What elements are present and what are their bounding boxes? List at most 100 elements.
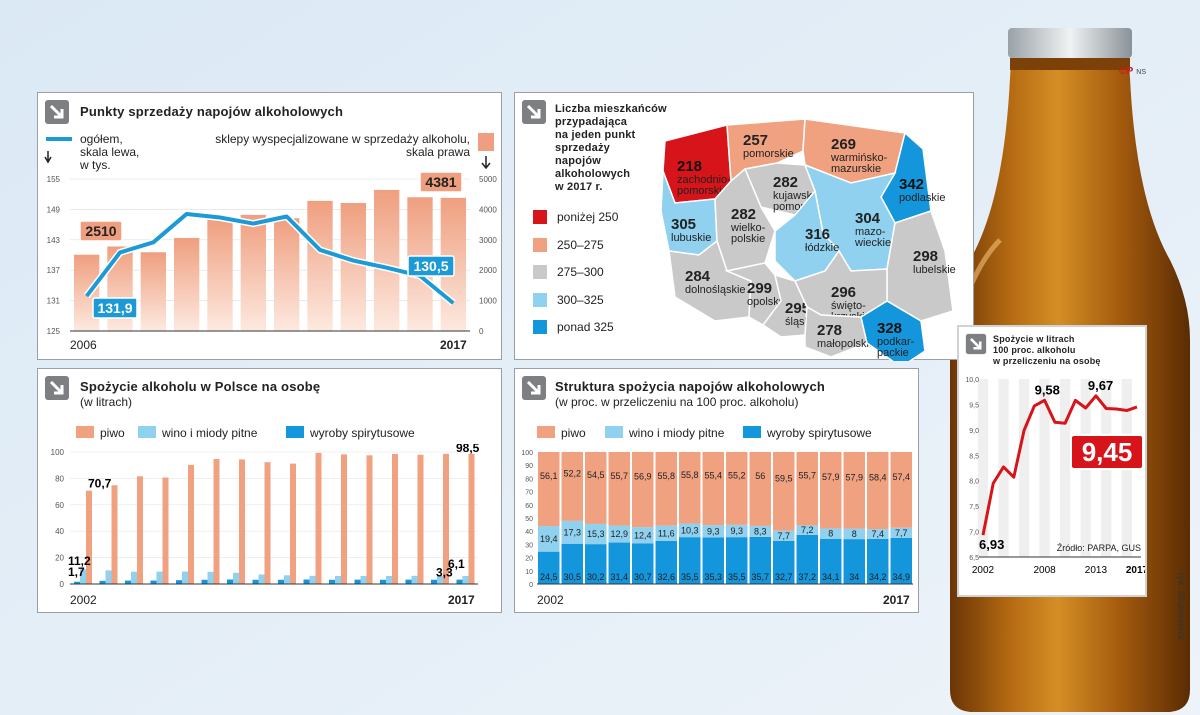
label-beer: 55,7: [610, 471, 628, 481]
y-axis-tick: 80: [55, 474, 64, 483]
region-value: 284: [685, 268, 711, 285]
stripe: [1018, 379, 1030, 557]
x-axis-label: 2017: [1126, 565, 1145, 576]
bar-spirits: [380, 579, 386, 584]
y-axis-tick: 70: [525, 490, 533, 497]
bar-beer: [608, 452, 630, 526]
callout-bar-start-box: [79, 220, 123, 242]
region-value: 278: [817, 322, 842, 339]
bar-beer: [655, 452, 677, 526]
region-value: 282: [731, 206, 756, 223]
label-beer: 55,2: [728, 470, 746, 480]
label-wine: 7,7: [777, 531, 790, 541]
label-spirits-end: 3,3: [436, 566, 453, 580]
label-beer: 56,1: [540, 471, 558, 481]
map-legend-label: 250–275: [557, 238, 604, 252]
bar-wine: [538, 526, 560, 552]
bar-wine: [335, 575, 341, 584]
region-name: podlaskie: [899, 192, 945, 204]
legend-wine-label: wino i miody pitne: [162, 426, 258, 440]
bar-legend-arrow: [481, 156, 491, 169]
bar-spirits: [150, 580, 157, 584]
region-name: mazo-: [855, 226, 886, 238]
bar-specialised-shops: [274, 218, 300, 331]
label-spirits: 34,1: [822, 572, 840, 582]
x-start-label: 2002: [537, 593, 564, 607]
region-name: święto-: [831, 300, 866, 312]
label-beer: 54,5: [587, 470, 605, 480]
bar-beer: [111, 485, 118, 584]
panel-sales-points: Punkty sprzedaży napojów alkoholowych og…: [37, 92, 502, 360]
map-legend-label: 300–325: [557, 293, 604, 307]
region-name: mazurskie: [831, 163, 881, 175]
y-axis-tick: 100: [521, 450, 533, 457]
y-axis-tick: 9,5: [969, 402, 979, 409]
label-spirits: 34: [849, 572, 859, 582]
label-spirits: 37,2: [798, 572, 816, 582]
y-axis-tick: 6,5: [969, 555, 979, 562]
bar-spirits: [405, 579, 412, 584]
bar-spirits: [820, 538, 842, 584]
left-axis-tick: 137: [47, 266, 61, 275]
bar-beer: [162, 477, 169, 584]
x-start-label: 2006: [70, 338, 97, 352]
callout-bar-start: 2510: [85, 223, 116, 239]
bar-wine: [360, 575, 367, 584]
arrow-icon: [45, 376, 69, 400]
bar-wine: [309, 575, 316, 584]
legend-beer-swatch: [76, 426, 94, 438]
bar-spirits: [608, 542, 630, 584]
bar-wine: [182, 571, 188, 584]
bar-wine: [867, 529, 889, 539]
right-axis-tick: 5000: [479, 175, 497, 184]
stripe: [1039, 379, 1050, 557]
bar-beer: [468, 453, 475, 584]
label-beer: 57,9: [845, 472, 863, 482]
callout-bar-end: 4381: [425, 174, 456, 190]
label-wine: 12,4: [634, 530, 652, 540]
bar-specialised-shops: [140, 252, 166, 331]
y-axis-tick: 20: [525, 556, 533, 563]
label-spirits: 34,2: [869, 572, 887, 582]
line-legend-marker: [44, 137, 72, 164]
legend-wine-swatch: [138, 426, 156, 438]
legend-wine-label: wino i miody pitne: [629, 426, 725, 440]
label-wine-start: 11,2: [68, 554, 91, 568]
bar-beer: [341, 454, 347, 584]
region-shape: [860, 300, 926, 361]
y-axis-tick: 80: [525, 476, 533, 483]
bar-spirits: [632, 543, 654, 584]
callout-end-box: [1070, 434, 1144, 470]
arrow-icon: [522, 100, 546, 124]
bar-spirits: [702, 537, 724, 584]
region-name: wielko-: [730, 222, 766, 234]
bar-beer: [749, 452, 771, 526]
y-axis-tick: 30: [525, 542, 533, 549]
bar-spirits: [74, 581, 80, 584]
stripe: [1060, 379, 1071, 557]
structure-chart: 100908070605040302010056,119,424,552,217…: [521, 450, 913, 607]
bar-spirits: [431, 579, 437, 584]
label-spirits-start: 1,7: [68, 565, 85, 579]
left-axis-tick: 149: [47, 205, 61, 214]
bar-beer: [726, 452, 748, 525]
bar-wine: [105, 570, 112, 584]
legend-beer-label: piwo: [561, 426, 586, 440]
y-axis-tick: 7,5: [969, 504, 979, 511]
label-beer-start: 70,7: [88, 477, 112, 491]
label-beer: 56: [755, 471, 765, 481]
bar-spirits: [773, 540, 795, 584]
bar-wine: [437, 575, 443, 584]
right-axis-tick: 1000: [479, 297, 497, 306]
region-name: lubuskie: [671, 232, 711, 244]
label-wine: 10,3: [681, 525, 699, 535]
bar-beer: [366, 455, 373, 584]
label-spirits: 24,5: [540, 572, 558, 582]
label-wine: 9,3: [730, 526, 743, 536]
arrow-icon: [522, 376, 546, 400]
bar-beer: [632, 452, 654, 528]
bar-beer: [796, 452, 818, 526]
label-wine: 19,4: [540, 534, 558, 544]
legend-spirits-label: wyroby spirytusowe: [767, 426, 872, 440]
bar-spirits: [456, 579, 463, 584]
